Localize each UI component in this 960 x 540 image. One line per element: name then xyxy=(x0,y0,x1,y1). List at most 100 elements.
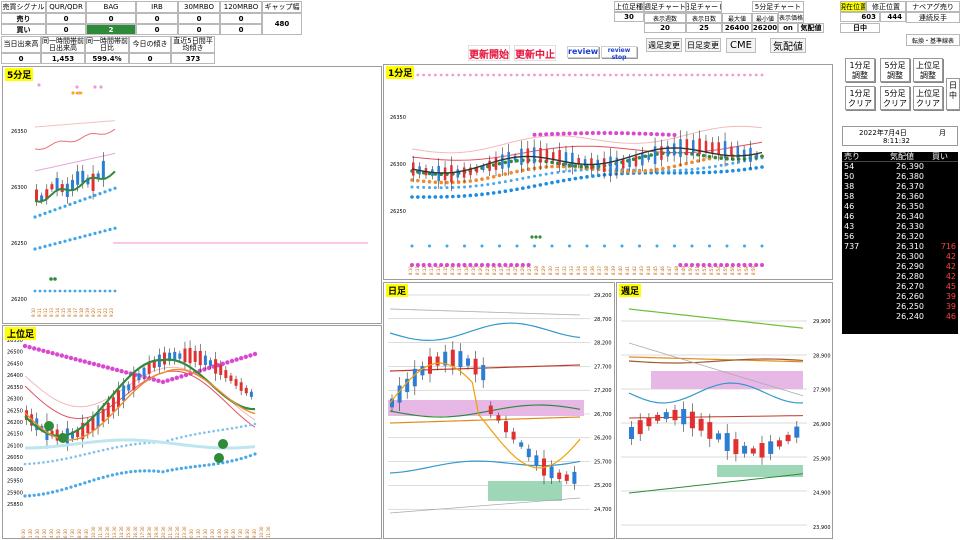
candle-body xyxy=(534,455,539,466)
x-tick-label: 8:21 xyxy=(485,266,490,275)
x-tick-label: 8:40 xyxy=(618,266,623,275)
clear-1min-button[interactable]: 1分足クリア xyxy=(845,86,875,110)
candle-body xyxy=(420,366,425,376)
candle-body xyxy=(549,466,554,479)
ema-dot xyxy=(661,166,665,171)
review-button[interactable]: review xyxy=(567,46,599,58)
candle-body xyxy=(698,418,704,431)
candle-body xyxy=(759,442,765,458)
board-buy-qty: 46 xyxy=(945,312,956,321)
candle-body xyxy=(628,158,631,168)
board-sell-qty: 50 xyxy=(844,172,855,181)
signal-dot xyxy=(760,73,764,77)
envelope-dot xyxy=(101,364,106,369)
y-tick-label: 26550 xyxy=(7,338,23,344)
board-row: 58 26,360 xyxy=(842,192,958,202)
price-line xyxy=(411,147,763,174)
envelope-dot xyxy=(78,454,82,457)
candle-body xyxy=(572,471,577,484)
envelope-dot xyxy=(544,132,549,137)
adjust-1min-button[interactable]: 1分足調整 xyxy=(845,58,875,82)
ema-dot xyxy=(491,163,496,167)
envelope-dot xyxy=(474,263,479,267)
envelope-dot xyxy=(736,168,741,172)
signal-buy-value-2: 0 xyxy=(136,24,178,35)
adjust-5min-button[interactable]: 5分足調整 xyxy=(880,58,910,82)
indicator-line xyxy=(389,416,581,424)
period-change-button[interactable]: 週足変更 xyxy=(646,38,682,52)
candle-body xyxy=(609,156,612,174)
signal-dot xyxy=(77,91,81,95)
review-stop-button[interactable]: review stop xyxy=(601,46,637,61)
y-tick-label: 29,200 xyxy=(594,293,612,299)
x-tick-label: 23:30 xyxy=(182,526,187,538)
envelope-dot xyxy=(37,493,41,497)
x-tick-label: 8:27 xyxy=(527,266,532,275)
daily-change-button[interactable]: 日足変更 xyxy=(685,38,721,52)
envelope-dot xyxy=(134,442,137,446)
indicator-dot xyxy=(33,289,37,293)
chart-1min: 1分足 26350 26300 26250 8:10 8:11 8:12 8:13 8:14 8… xyxy=(383,64,833,280)
envelope-dot xyxy=(713,263,718,267)
volume-header-4: 直近5日間平均傾き xyxy=(171,36,215,53)
chart-1min-title: 1分足 xyxy=(386,66,415,79)
chart-upper-title: 上位足 xyxy=(5,327,37,340)
cme-button[interactable]: CME xyxy=(726,38,756,53)
candle-body xyxy=(224,370,228,379)
indicator-line xyxy=(389,460,581,474)
x-tick-label: 9:13 xyxy=(49,308,54,317)
candle-body xyxy=(583,159,587,167)
x-tick-label: 4:30 xyxy=(49,529,54,538)
candle-body xyxy=(55,178,59,191)
clear-upper-button[interactable]: 上位足クリア xyxy=(913,86,943,110)
envelope-dot xyxy=(50,351,55,356)
candle-body xyxy=(397,385,402,403)
signal-dot xyxy=(556,73,560,77)
envelope-dot xyxy=(73,357,78,362)
indicator-line xyxy=(24,370,256,428)
signal-dot xyxy=(93,85,97,89)
envelope-dot xyxy=(226,427,229,431)
y-tick-label: 26,900 xyxy=(813,422,831,428)
board-header-price: 気配値 xyxy=(890,152,914,161)
clear-5min-button[interactable]: 5分足クリア xyxy=(880,86,910,110)
setting-h1-0: 上位足種 xyxy=(614,1,644,12)
candle-body xyxy=(76,171,80,185)
candle-body xyxy=(717,142,720,155)
candle-body xyxy=(742,445,748,454)
board-price: 26,290 xyxy=(896,262,924,271)
indicator-dot xyxy=(98,289,102,293)
envelope-dot xyxy=(115,445,119,449)
update-stop-button[interactable]: 更新中止 xyxy=(514,45,556,61)
signal-header-2: BAG xyxy=(86,1,136,13)
candle-body xyxy=(173,351,177,361)
board-sell-qty xyxy=(842,312,880,322)
signal-dot xyxy=(534,235,538,239)
ema-dot xyxy=(410,178,414,182)
ema-dot xyxy=(561,162,566,167)
indicator-dot xyxy=(68,202,72,206)
daytime-button[interactable]: 日中 xyxy=(946,78,960,110)
envelope-dot xyxy=(138,469,142,473)
envelope-dot xyxy=(110,366,115,371)
envelope-dot xyxy=(672,171,677,175)
candle-body xyxy=(750,448,756,454)
kehai-button[interactable]: 気配値 xyxy=(770,38,806,53)
envelope-dot xyxy=(119,369,124,374)
signal-dot xyxy=(696,73,700,77)
update-start-button[interactable]: 更新開始 xyxy=(468,45,510,61)
adjust-upper-button[interactable]: 上位足調整 xyxy=(913,58,943,82)
envelope-dot xyxy=(45,349,51,355)
envelope-dot xyxy=(198,432,202,435)
board-row: 26,300 42 xyxy=(842,252,958,262)
envelope-dot xyxy=(567,131,572,136)
signal-dot xyxy=(632,73,636,77)
x-tick-label: 5:30 xyxy=(56,529,61,538)
x-tick-label: 8:54 xyxy=(716,266,721,275)
candle-body xyxy=(692,140,695,154)
envelope-dot xyxy=(147,469,151,473)
envelope-dot xyxy=(225,460,229,464)
volume-value-2: 599.4% xyxy=(85,53,129,64)
candle-body xyxy=(637,420,643,435)
signal-dot xyxy=(684,73,688,77)
